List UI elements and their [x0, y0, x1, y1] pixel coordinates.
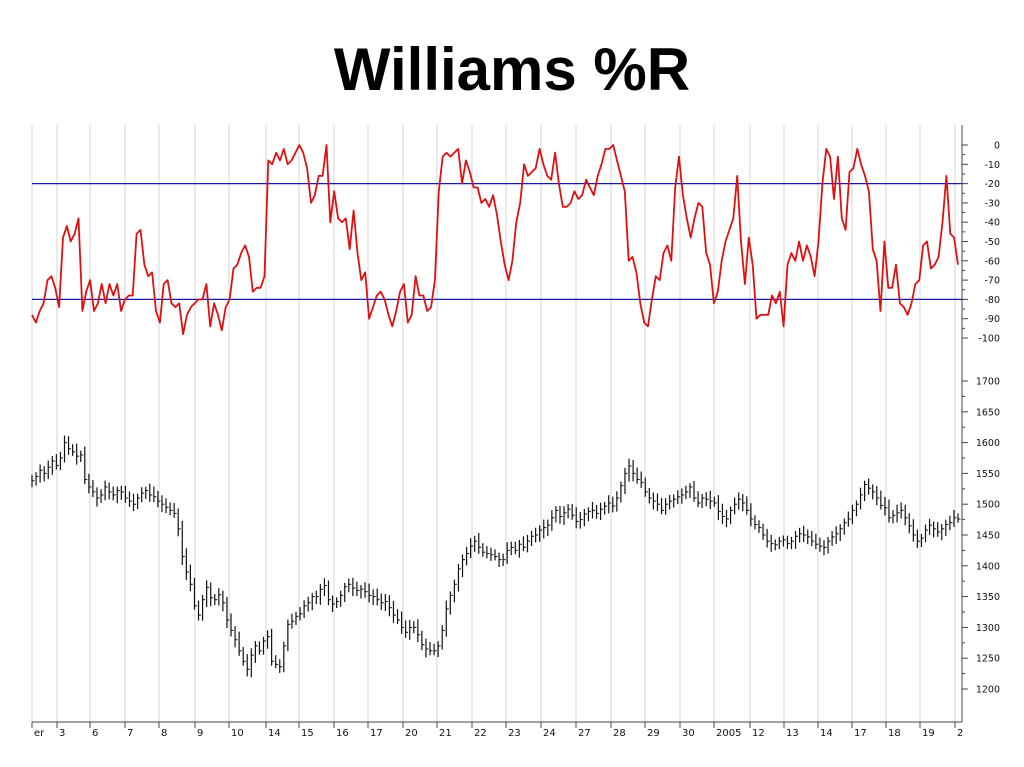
x-tick-label: 21	[439, 728, 452, 739]
x-tick-label: 17	[370, 728, 383, 739]
reference-lines	[32, 183, 962, 300]
x-tick-label: 29	[647, 728, 660, 739]
y-tick-label: 1600	[976, 438, 1000, 449]
williams-r-panel	[31, 144, 959, 336]
x-tick-label: 6	[92, 728, 98, 739]
x-tick-label: 23	[508, 728, 521, 739]
y-tick-label: -100	[978, 334, 1000, 345]
x-tick-label: 12	[752, 728, 765, 739]
x-tick-label: 30	[682, 728, 695, 739]
x-tick-label: 8	[161, 728, 167, 739]
x-tick-label: 16	[336, 728, 349, 739]
x-tick-label: 15	[301, 728, 314, 739]
y-tick-label: 0	[994, 141, 1000, 152]
y-tick-label: 1550	[976, 469, 1000, 480]
x-tick-label: 14	[820, 728, 833, 739]
x-tick-label: 2	[957, 728, 963, 739]
y-tick-label: -40	[984, 218, 1000, 229]
x-tick-label: 3	[59, 728, 65, 739]
x-tick-label: 7	[127, 728, 133, 739]
y-tick-label: -60	[984, 256, 1000, 267]
y-tick-label: 1400	[976, 561, 1000, 572]
vertical-gridlines	[31, 125, 956, 722]
x-tick-label: 27	[578, 728, 591, 739]
y-tick-label: 1650	[976, 407, 1000, 418]
x-tick-label: 14	[268, 728, 281, 739]
x-tick-label: 22	[474, 728, 487, 739]
chart-title: Williams %R	[333, 36, 691, 103]
x-tick-label: 19	[922, 728, 935, 739]
x-tick-label: 10	[231, 728, 244, 739]
x-tick-label: 9	[197, 728, 203, 739]
y-tick-label: -50	[984, 237, 1000, 248]
y-tick-label: -90	[984, 314, 1000, 325]
x-tick-label: er	[34, 728, 45, 739]
x-tick-label: 18	[888, 728, 901, 739]
y-tick-label: -80	[984, 295, 1000, 306]
x-tick-label: 20	[405, 728, 418, 739]
y-tick-label: 1500	[976, 500, 1000, 511]
y-tick-label: 1250	[976, 654, 1000, 665]
x-tick-label: 13	[786, 728, 799, 739]
x-tick-label: 17	[854, 728, 867, 739]
y-tick-label: 1300	[976, 623, 1000, 634]
y-tick-label: 1200	[976, 685, 1000, 696]
x-tick-label: 28	[613, 728, 626, 739]
axes: er 3 6 7 8 9 10 14 15 16 17 20 21 22 23 24 27 28 29 30 2005 1…	[31, 125, 1000, 739]
williams-r-line	[31, 144, 959, 336]
y-tick-label: 1450	[976, 531, 1000, 542]
price-panel	[31, 435, 961, 678]
y-tick-label: -70	[984, 276, 1000, 287]
y-tick-label: -30	[984, 198, 1000, 209]
x-tick-label: 2005	[716, 728, 741, 739]
y-tick-label: -20	[984, 179, 1000, 190]
y-tick-label: -10	[984, 160, 1000, 171]
y-tick-label: 1350	[976, 592, 1000, 603]
x-tick-label: 24	[543, 728, 556, 739]
y-tick-label: 1700	[976, 377, 1000, 388]
